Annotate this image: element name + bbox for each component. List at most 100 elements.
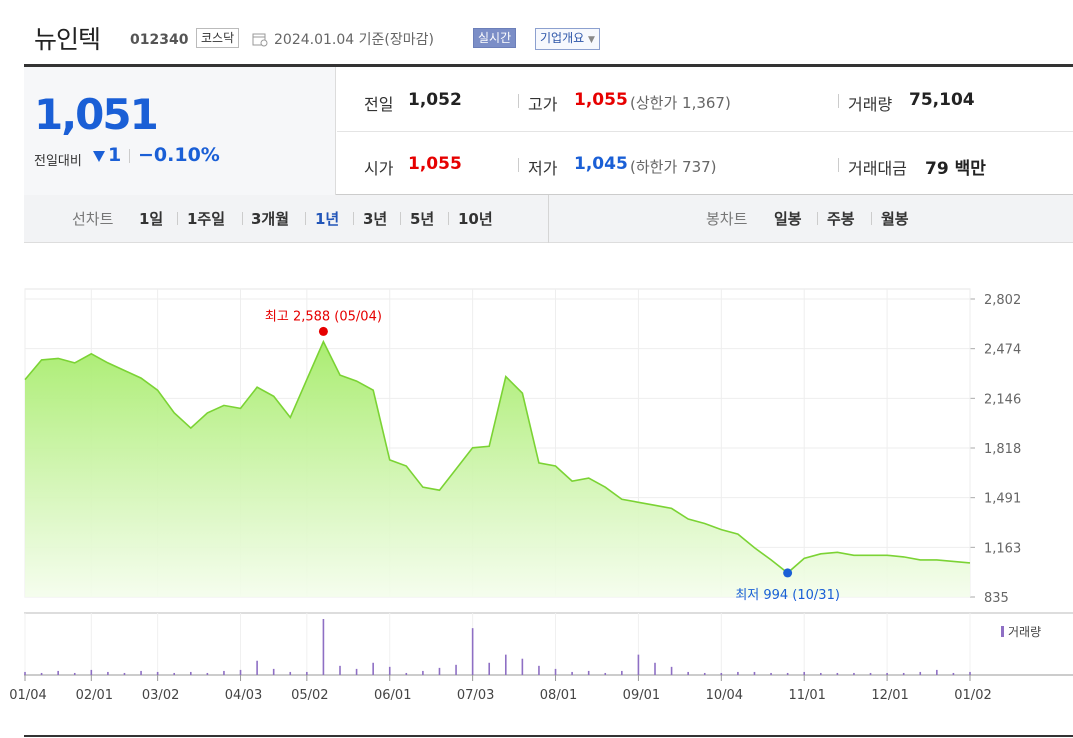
min-marker [783,568,793,578]
col-separator [518,94,519,108]
tab-3m[interactable]: 3개월 [251,210,290,228]
volume-bar [372,662,374,675]
calendar-icon [252,33,268,47]
x-tick-label: 01/02 [954,688,991,703]
y-tick-label: 835 [984,591,1009,606]
base-date: 2024.01.04 기준(장마감) [274,32,434,48]
tab-separator [400,212,401,225]
volume-bar [239,669,242,675]
volume-bar [471,628,474,675]
volume-bar [687,671,689,675]
volume-bar [223,670,225,675]
volume-bar [587,670,590,675]
amount-label: 거래대금 [848,159,907,178]
tab-monthly[interactable]: 월봉 [881,210,909,228]
volume-bar [952,672,955,675]
y-tick-label: 2,474 [984,343,1021,358]
volume-bar [272,668,275,675]
change-percent: −0.10% [138,144,220,166]
col-separator [838,94,839,108]
volume-bar [604,672,607,675]
volume-bar [57,670,59,675]
volume-bar [206,672,209,675]
top-divider [24,64,1073,67]
volume-bar [322,619,325,675]
volume-bar [107,671,109,675]
tab-10y[interactable]: 10년 [458,210,493,228]
prev-close-label: 전일 [364,95,394,114]
volume-bar [73,672,76,675]
x-tick-label: 06/01 [374,688,411,703]
price-area [25,341,970,597]
volume-bar [703,672,706,675]
company-overview-button[interactable]: 기업개요 ▼ [535,28,600,50]
x-tick-label: 08/01 [540,688,577,703]
volume-bar [355,668,358,675]
volume-bar [621,670,623,675]
volume-bar [902,672,905,675]
volume-bar [720,672,723,675]
volume-bar [936,669,938,675]
volume-bar [24,671,26,675]
volume-bar [753,671,756,675]
tab-group-divider [548,195,549,243]
volume-bar [770,672,772,675]
volume-bar [90,669,93,675]
y-tick-label: 1,491 [984,492,1021,507]
volume-bar [803,671,806,675]
upper-limit: (상한가 1,367) [630,94,731,112]
change-amount: 1 [108,144,122,166]
line-chart-label: 선차트 [72,210,114,228]
volume-bar [123,672,126,675]
volume-bar [538,665,540,675]
volume-bar [853,672,855,675]
volume-bar [571,671,573,675]
quote-summary [24,67,1073,195]
volume-bar [173,672,176,675]
volume-bar [306,671,308,675]
volume-bar [289,671,292,675]
x-tick-label: 05/02 [291,688,328,703]
volume-bar [189,671,192,675]
tab-daily[interactable]: 일봉 [774,210,802,228]
volume-legend-label: 거래량 [1008,625,1041,639]
volume-bar [969,671,971,675]
realtime-button[interactable]: 실시간 [473,28,517,48]
volume-bar [521,658,524,675]
price-chart: 2,802 2,474 2,146 1,818 1,491 1,163 835 01/04 02… [9,288,1073,703]
volume-bar [256,660,258,675]
min-label: 최저 994 (10/31) [735,588,840,603]
volume-bar [670,666,673,675]
tab-3y[interactable]: 3년 [363,210,388,228]
volume-label: 거래량 [848,95,893,114]
volume-bar [405,672,408,675]
tab-separator [242,212,243,225]
down-triangle-icon [93,151,105,162]
tab-1d[interactable]: 1일 [139,210,164,228]
volume-bar [554,668,557,675]
high-label: 고가 [528,95,558,114]
volume-bar [869,672,872,675]
volume-bar [504,654,507,675]
tab-5y[interactable]: 5년 [410,210,435,228]
x-tick-label: 07/03 [457,688,494,703]
tab-separator [177,212,178,225]
max-label: 최고 2,588 (05/04) [265,309,382,324]
x-tick-label: 04/03 [225,688,262,703]
volume-bar [836,672,839,675]
price-line [24,339,971,574]
tab-1w[interactable]: 1주일 [187,210,226,228]
col-separator [838,158,839,172]
current-price-cell [24,67,336,195]
volume-bar [737,671,739,675]
volume-bar [886,672,888,675]
tab-weekly[interactable]: 주봉 [827,210,855,228]
stock-code: 012340 [130,32,189,48]
tab-separator [305,212,306,225]
candle-chart-label: 봉차트 [706,210,748,228]
low-value: 1,045 [574,154,628,174]
volume-value: 75,104 [909,90,975,110]
tab-1y[interactable]: 1년 [315,210,340,228]
open-value: 1,055 [408,154,462,174]
current-price: 1,051 [34,90,159,139]
